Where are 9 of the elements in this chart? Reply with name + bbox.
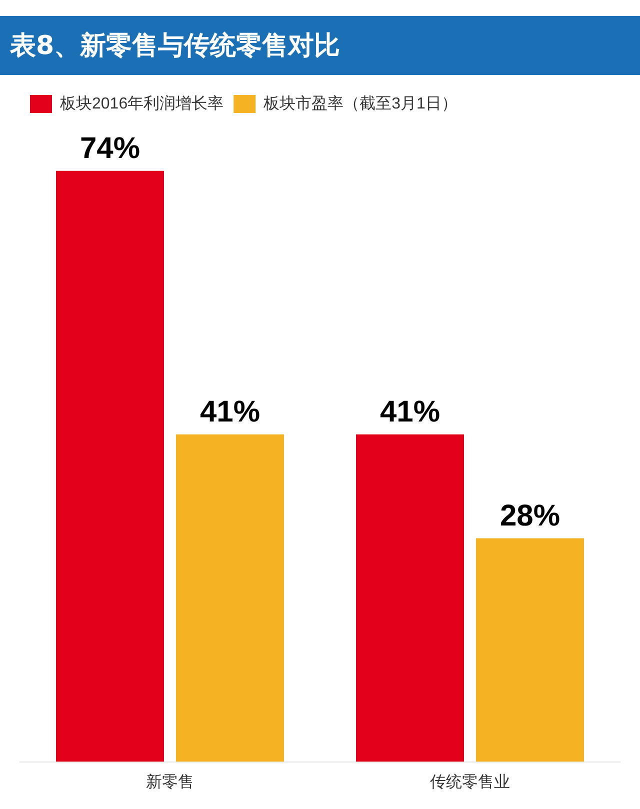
- legend-label: 板块2016年利润增长率: [59, 94, 224, 112]
- data-label: 74%: [80, 132, 140, 166]
- x-tick-label: 新零售: [146, 772, 194, 791]
- data-label: 28%: [500, 499, 560, 532]
- data-label: 41%: [380, 396, 440, 429]
- legend-label: 板块市盈率（截至3月1日）: [262, 94, 458, 112]
- x-tick-label: 传统零售业: [430, 772, 510, 791]
- data-label: 41%: [200, 396, 260, 429]
- chart-title: 表8、新零售与传统零售对比: [0, 16, 640, 75]
